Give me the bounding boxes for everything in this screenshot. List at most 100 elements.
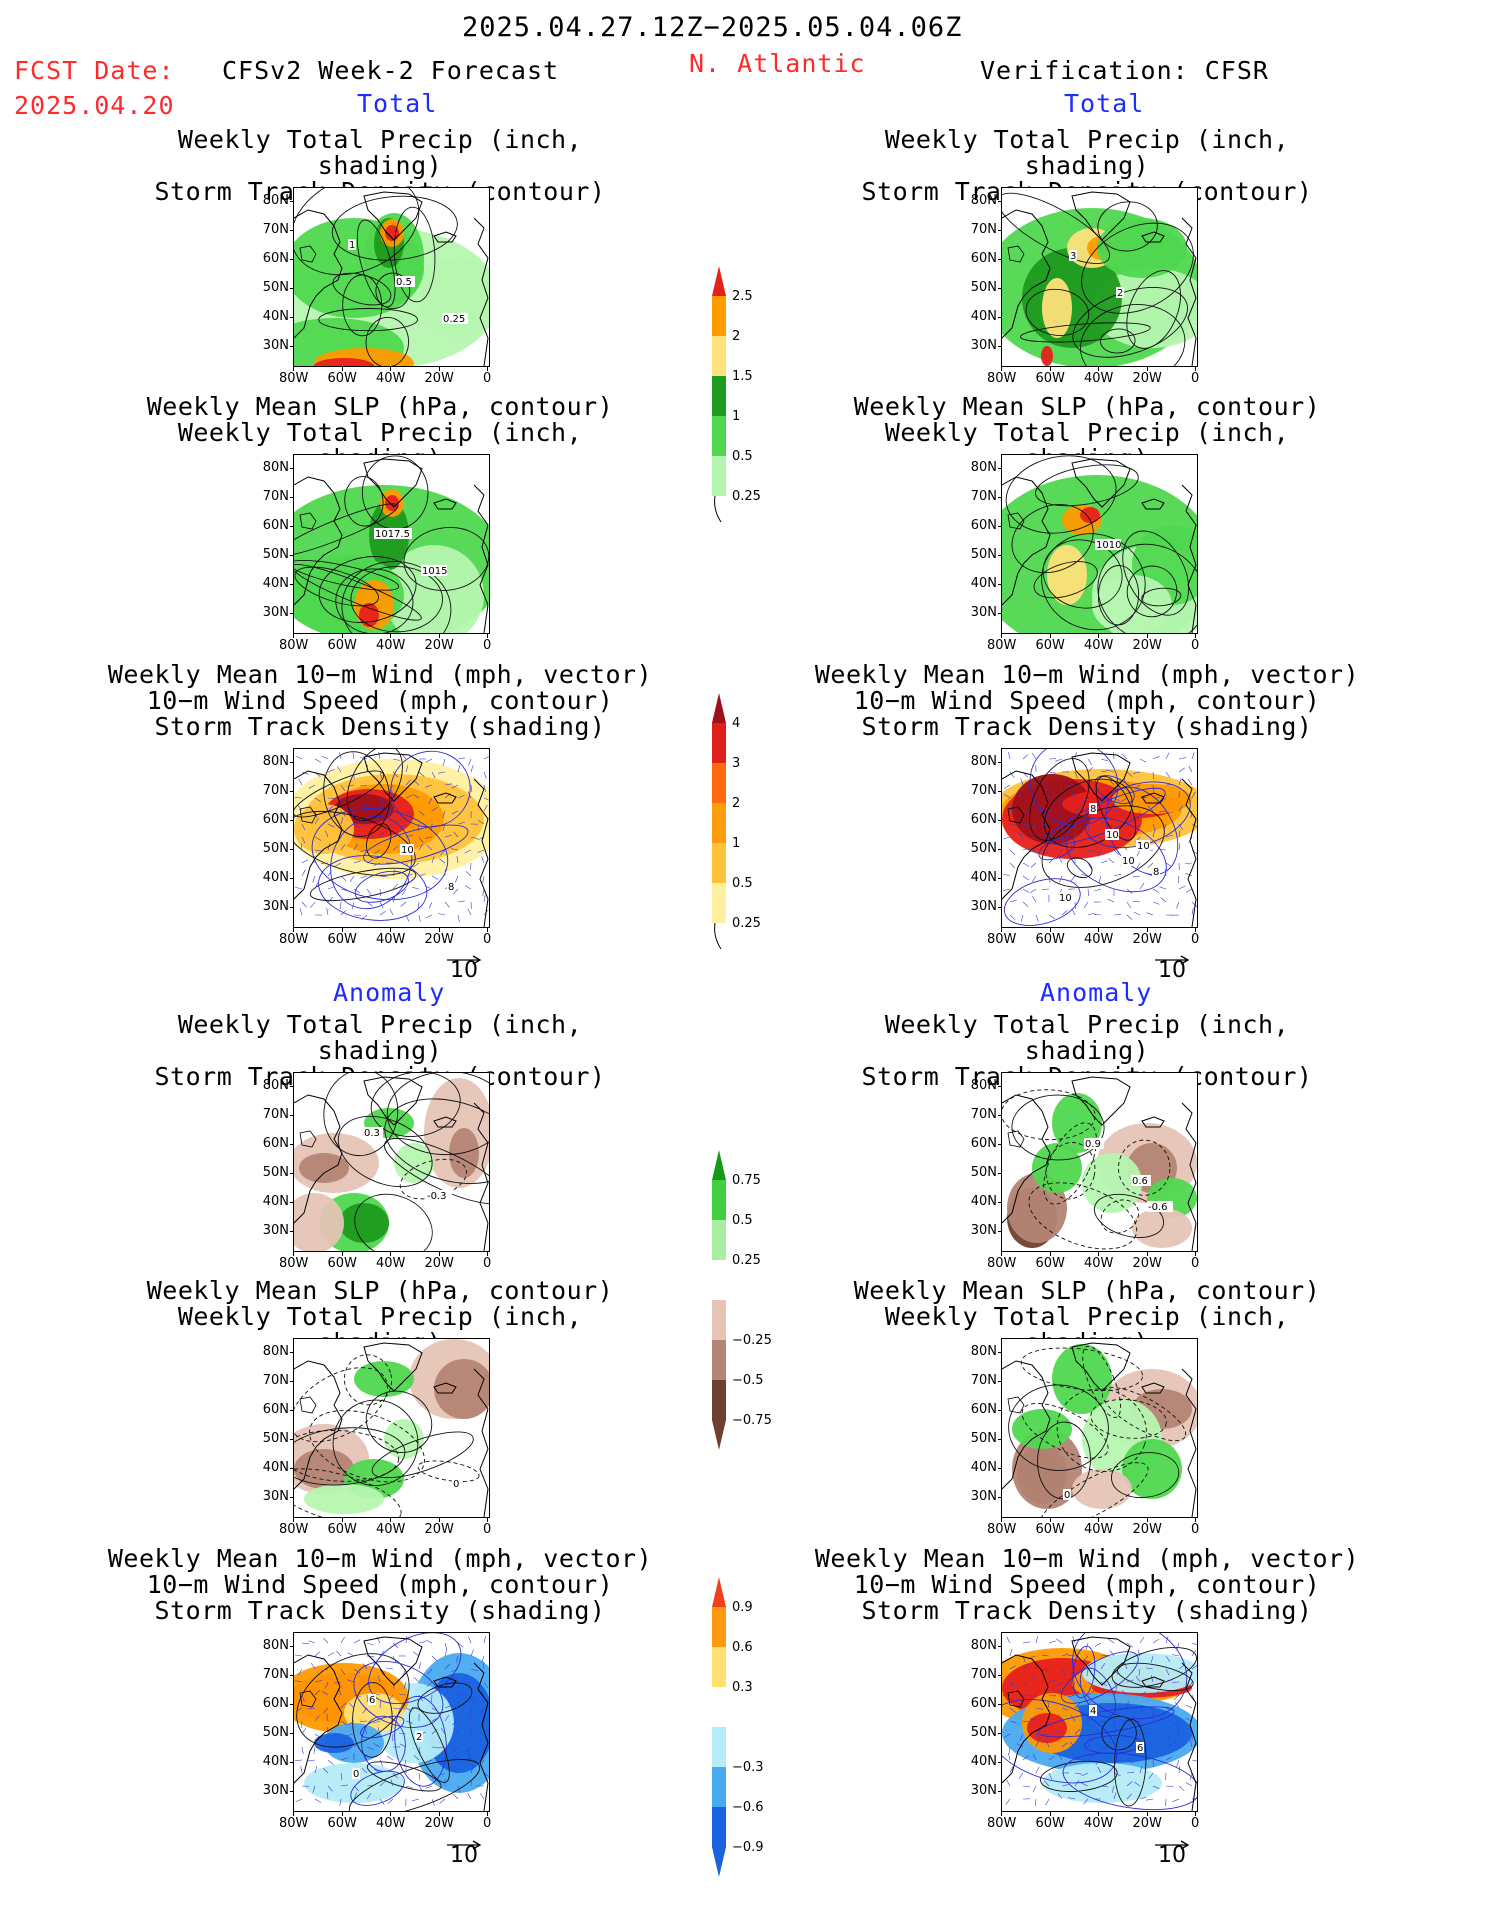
contour-label-bg [400,844,414,855]
vector-ref-arrow-icon [1155,955,1190,965]
lat-tick-label: 40N [970,1460,997,1475]
colorbar-segment [712,1180,726,1220]
lat-tick-label: 40N [262,1754,289,1769]
lon-tick-label: 0 [483,638,492,653]
colorbar-label: 0.6 [732,1640,753,1655]
lat-tick-label: 50N [262,841,289,856]
lat-tick-label: 30N [262,899,289,914]
colorbar-label: −0.25 [732,1333,772,1348]
lon-tick [438,367,440,371]
lat-tick [998,762,1002,763]
contour-label-bg [1063,1489,1071,1500]
contour-label-bg [1147,1201,1173,1212]
colorbar-segment [712,883,726,923]
vector-ref-arrow-icon [1155,1840,1190,1850]
lon-tick-label: 60W [1035,1256,1065,1271]
contour-label-bg [442,313,468,324]
contour-label: 1010 [1096,540,1121,551]
contour-label-bg [447,881,455,892]
contour-layer [1002,1089,1171,1250]
lat-tick-label: 70N [970,1667,997,1682]
contour-label-bg [1131,1175,1151,1186]
lat-tick-label: 70N [262,489,289,504]
lat-tick-label: 70N [262,222,289,237]
shade-region [434,1359,489,1419]
lat-tick [998,346,1002,347]
lat-tick [998,317,1002,318]
contour-label-bg [1095,539,1121,550]
colorbar-label: −0.5 [732,1373,764,1388]
coastline-layer [1002,1342,1197,1517]
colorbar-tail [714,495,722,523]
contour-label-bg [1084,1138,1104,1149]
lat-tick [290,1202,294,1203]
lat-tick [290,1762,294,1763]
vector-ref-label: 10 [450,958,478,983]
lat-tick [998,1173,1002,1174]
lat-tick [998,820,1002,821]
lat-tick-label: 30N [262,1783,289,1798]
colorbar-label: 0.5 [732,449,753,464]
lat-tick-label: 50N [970,841,997,856]
vf-total-wind-map: 10 10 10 8 8 10 [1001,748,1198,928]
lat-tick-label: 30N [970,899,997,914]
coastline-layer [294,1076,489,1251]
contour-label-bg [1105,829,1119,840]
lat-tick [290,230,294,231]
title-line-1: Weekly Mean 10−m Wind (mph, vector) [814,1544,1360,1573]
lon-tick [1001,1252,1002,1256]
lat-tick [290,1497,294,1498]
title-line-3: Storm Track Density (shading) [154,1596,606,1625]
lat-tick-label: 40N [262,576,289,591]
title-line-3: Storm Track Density (shading) [861,712,1313,741]
lat-tick [290,1704,294,1705]
lon-tick [1049,1518,1051,1522]
lon-tick-label: 80W [279,1522,309,1537]
lat-tick [998,907,1002,908]
lon-tick-label: 40W [376,638,406,653]
lon-tick [390,1518,391,1522]
lon-tick [390,1252,391,1256]
lon-tick-label: 40W [1084,932,1114,947]
lon-tick-label: 40W [376,371,406,386]
total-precip-colorbar: 2.5 2 1.5 1 0.5 0.25 [712,266,802,570]
lon-tick [1195,928,1196,932]
contour-label-bg [1136,1742,1144,1753]
contour-label: 8 [1153,867,1159,878]
lon-tick-label: 0 [1191,1522,1200,1537]
shade-region [385,225,399,241]
lat-tick [998,878,1002,879]
shade-region [314,1733,354,1753]
shading-layer [294,1653,489,1803]
vf-total-header: Total [1064,89,1145,118]
coastline-layer [294,191,489,366]
lat-tick [290,762,294,763]
lon-tick-label: 20W [424,638,454,653]
contour-label: 0.3 [364,1128,380,1139]
lat-tick [998,1086,1002,1087]
shade-region [304,1484,384,1514]
lat-tick-label: 70N [262,1667,289,1682]
lon-tick [341,928,343,932]
lon-tick [438,1518,440,1522]
lon-tick-label: 0 [483,932,492,947]
lat-tick [290,1468,294,1469]
title-line-1: Weekly Mean 10−m Wind (mph, vector) [107,1544,653,1573]
lon-tick [487,1518,488,1522]
model-title: CFSv2 Week-2 Forecast [222,56,560,85]
fc-anom-wind-title: Weekly Mean 10−m Wind (mph, vector) 10−m… [100,1546,660,1624]
shade-region [314,358,374,366]
lat-tick [290,259,294,260]
lon-tick-label: 60W [1035,371,1065,386]
lat-tick-label: 70N [970,1373,997,1388]
shade-region [1012,1409,1072,1449]
shade-region [1097,218,1187,278]
lon-tick-label: 20W [424,1522,454,1537]
lat-tick-label: 70N [970,222,997,237]
lat-tick-label: 60N [262,1696,289,1711]
lat-tick [998,288,1002,289]
lon-tick [1146,928,1148,932]
lon-tick-label: 60W [327,638,357,653]
lon-tick-label: 40W [376,1256,406,1271]
lon-tick [293,928,294,932]
